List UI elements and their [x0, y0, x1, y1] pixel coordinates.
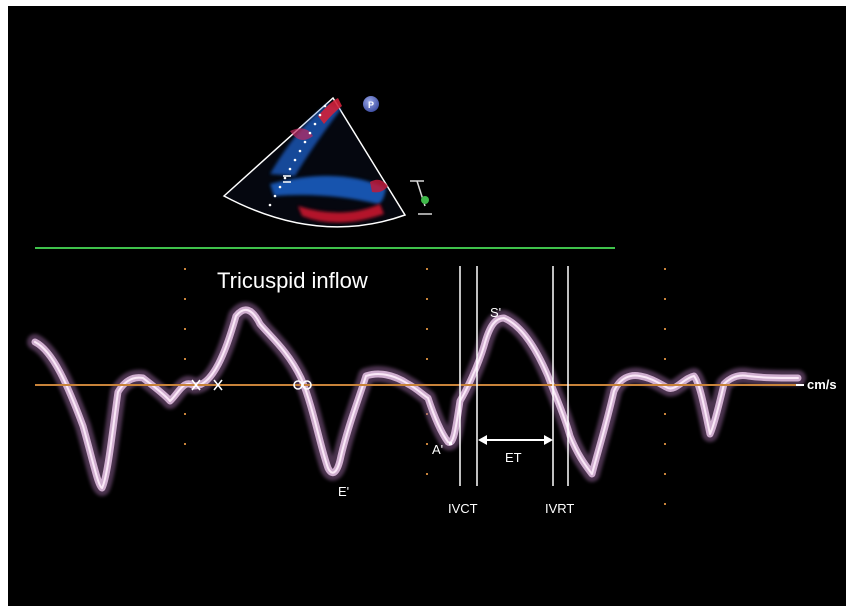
- measurement-cursors: [191, 379, 312, 391]
- a-wave-marker: [449, 442, 452, 445]
- probe-marker-icon: P: [363, 96, 379, 112]
- s-wave-label: S': [490, 305, 502, 320]
- focus-marker-icon: [410, 180, 432, 215]
- time-marker-dots: [184, 268, 666, 505]
- a-wave-label: A': [432, 442, 444, 457]
- cursor-dotted-line: [268, 104, 327, 207]
- doppler-spectrum: [27, 301, 806, 496]
- sample-volume-marker: [283, 175, 291, 183]
- ivrt-label: IVRT: [545, 501, 575, 516]
- doppler-display: P: [27, 96, 806, 505]
- unit-label: cm/s: [807, 377, 837, 392]
- sector-image: [222, 96, 407, 228]
- ivct-label: IVCT: [448, 501, 478, 516]
- interval-lines: [459, 266, 569, 486]
- e-wave-label: E': [338, 484, 350, 499]
- echo-screen: P: [8, 6, 846, 606]
- et-label: ET: [505, 450, 522, 465]
- page-title: Tricuspid inflow: [217, 268, 368, 293]
- et-arrow: [478, 435, 553, 445]
- probe-marker-letter: P: [368, 100, 374, 110]
